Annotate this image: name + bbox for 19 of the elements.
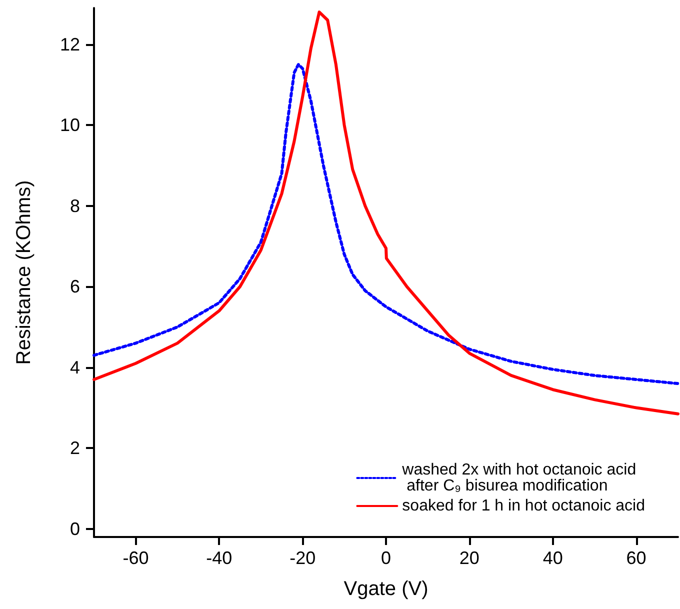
- y-axis-title: Resistance (KOhms): [13, 180, 35, 365]
- x-tick-label: 40: [542, 548, 563, 568]
- x-tick-label: -60: [122, 548, 149, 568]
- y-tick-label: 12: [60, 34, 80, 54]
- y-tick-label: 6: [70, 276, 80, 297]
- line-series: [92, 63, 680, 386]
- x-tick-label: -40: [206, 548, 232, 568]
- x-axis-title: Vgate (V): [344, 578, 428, 600]
- x-tick-label: 0: [380, 548, 392, 568]
- y-tick-label: 0: [70, 518, 80, 539]
- y-tick-label: 4: [70, 357, 80, 378]
- y-tick-label: 2: [70, 438, 80, 458]
- x-tick-label: 60: [626, 548, 646, 568]
- y-tick-label: 8: [70, 196, 80, 216]
- line-series: [92, 10, 680, 416]
- x-tick-label: 20: [459, 548, 480, 568]
- y-tick-label: 10: [60, 115, 80, 136]
- x-tick-label: -20: [290, 548, 316, 568]
- legend-label: soaked for 1 h in hot octanoic acid: [402, 498, 646, 514]
